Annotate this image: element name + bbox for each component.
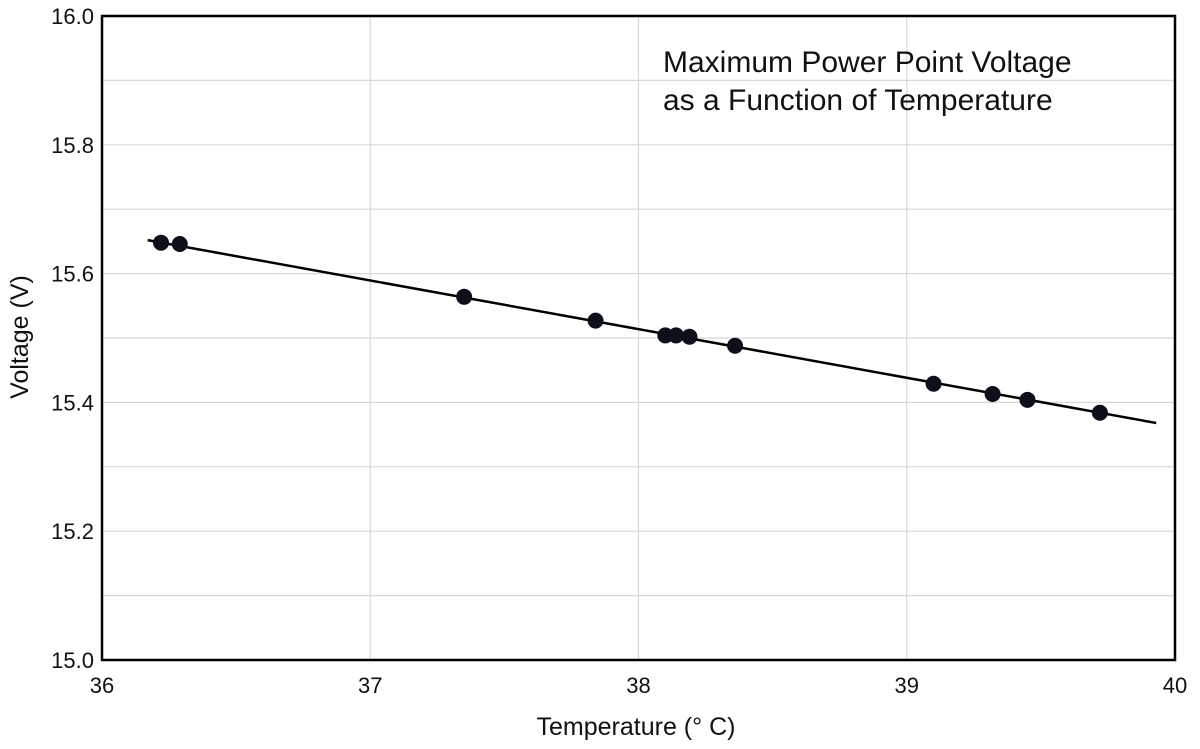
y-tick-label: 15.2 bbox=[51, 519, 94, 544]
y-tick-label: 15.4 bbox=[51, 390, 94, 415]
data-point bbox=[668, 327, 685, 344]
y-tick-labels: 15.0 15.2 15.4 15.6 15.8 16.0 bbox=[51, 4, 94, 673]
data-point bbox=[681, 328, 698, 345]
chart-title-line-1: Maximum Power Point Voltage bbox=[663, 46, 1072, 79]
data-point bbox=[925, 375, 942, 392]
chart-title-line-2: as a Function of Temperature bbox=[663, 84, 1053, 117]
data-point bbox=[1091, 404, 1108, 421]
data-point bbox=[587, 312, 604, 329]
x-tick-label: 37 bbox=[358, 673, 382, 698]
x-axis-label: Temperature (° C) bbox=[537, 713, 736, 741]
data-point bbox=[984, 386, 1001, 403]
fit-line bbox=[147, 238, 1157, 425]
data-point bbox=[1019, 391, 1036, 408]
plot-frame bbox=[100, 14, 1177, 662]
x-tick-label: 39 bbox=[895, 673, 919, 698]
grid-lines bbox=[102, 16, 1175, 660]
x-tick-label: 38 bbox=[626, 673, 650, 698]
data-point bbox=[153, 234, 170, 251]
y-tick-label: 15.8 bbox=[51, 133, 94, 158]
y-axis-label: Voltage (V) bbox=[6, 275, 34, 399]
x-tick-labels: 36 37 38 39 40 bbox=[90, 673, 1187, 698]
y-tick-label: 16.0 bbox=[51, 4, 94, 29]
x-tick-label: 36 bbox=[90, 673, 114, 698]
y-tick-label: 15.6 bbox=[51, 262, 94, 287]
y-tick-label: 15.0 bbox=[51, 648, 94, 673]
data-point bbox=[727, 337, 744, 354]
x-tick-label: 40 bbox=[1163, 673, 1187, 698]
data-point bbox=[171, 235, 188, 252]
data-point bbox=[456, 288, 473, 305]
data-points bbox=[153, 234, 1108, 421]
